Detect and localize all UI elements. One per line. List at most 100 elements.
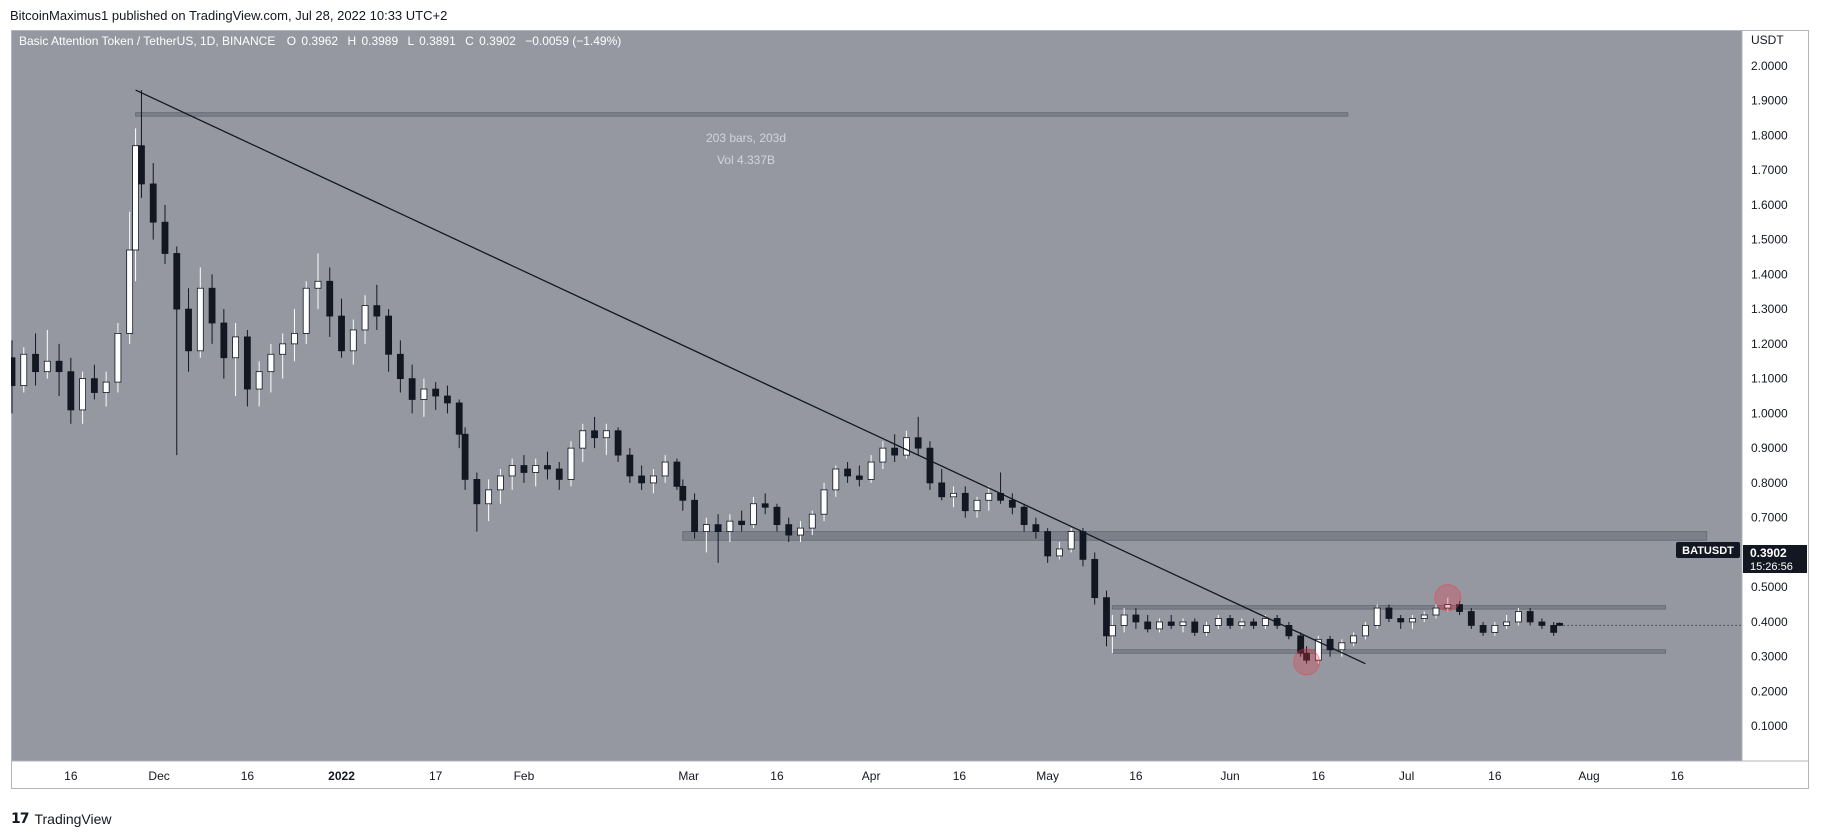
time-tick-label: 16 xyxy=(64,769,78,783)
candle-body xyxy=(1056,548,1063,557)
low-marker[interactable] xyxy=(1293,648,1321,676)
candle xyxy=(555,462,563,490)
price-axis-area[interactable] xyxy=(1742,31,1808,761)
price-tick-label: 1.1000 xyxy=(1751,372,1788,386)
candle xyxy=(579,423,587,463)
candle-body xyxy=(138,145,145,185)
candle-body xyxy=(43,360,51,373)
last-price-value: 0.3902 xyxy=(1750,546,1787,560)
price-tick-label: 0.2000 xyxy=(1751,684,1788,698)
legend-c-value: 0.3902 xyxy=(479,34,516,48)
candle-body xyxy=(1550,625,1558,633)
price-tick-label: 1.2000 xyxy=(1751,337,1788,351)
candle-body xyxy=(497,475,504,491)
candle xyxy=(114,323,122,393)
symbol-price-tag[interactable]: BATUSDT 0.3902 15:26:56 xyxy=(1676,542,1807,573)
candle-body xyxy=(626,454,634,477)
candle-body xyxy=(90,378,98,393)
candle xyxy=(950,486,957,508)
price-axis-currency: USDT xyxy=(1751,33,1784,47)
candle xyxy=(702,517,710,553)
candle-body xyxy=(1326,638,1334,651)
candle xyxy=(773,503,781,532)
symbol-tag-bg xyxy=(1676,542,1740,558)
time-tick-label: Aug xyxy=(1578,769,1599,783)
candle-body xyxy=(11,357,16,386)
candle xyxy=(1503,615,1511,629)
candle-body xyxy=(373,305,381,317)
candle xyxy=(1120,608,1128,633)
candle xyxy=(820,482,828,522)
candle-body xyxy=(761,503,769,508)
price-tick-label: 1.7000 xyxy=(1751,163,1788,177)
candle xyxy=(255,361,263,407)
candle xyxy=(349,319,357,365)
candle-body xyxy=(32,353,39,373)
candle-body xyxy=(1385,607,1393,619)
candle-body xyxy=(867,461,875,480)
range-low-zone[interactable] xyxy=(1111,649,1667,654)
tradingview-footer: 17 TradingView xyxy=(11,808,112,830)
candle-body xyxy=(738,520,746,526)
candle xyxy=(55,343,63,396)
mid-zone[interactable] xyxy=(682,531,1708,541)
candle xyxy=(714,514,722,563)
candle-body xyxy=(508,465,516,477)
price-tick-label: 0.1000 xyxy=(1751,719,1788,733)
candle xyxy=(673,458,681,490)
candle-body xyxy=(726,520,734,532)
candle xyxy=(1456,601,1463,615)
candle-body xyxy=(79,378,87,411)
candle xyxy=(903,430,910,459)
candle xyxy=(373,284,381,330)
legend-o-value: 0.3962 xyxy=(301,34,338,48)
candle-body xyxy=(1444,604,1452,609)
time-tick-label: Feb xyxy=(514,769,535,783)
candle-body xyxy=(808,513,816,529)
descending-trendline[interactable] xyxy=(135,89,1366,665)
candle-body xyxy=(1350,635,1358,644)
bar-countdown: 15:26:56 xyxy=(1750,561,1793,573)
time-tick-label: 16 xyxy=(1488,769,1502,783)
candle-body xyxy=(255,371,263,390)
candle-body xyxy=(1503,621,1511,626)
top-zone[interactable] xyxy=(135,112,1349,117)
candle-body xyxy=(1214,618,1222,626)
candle xyxy=(497,469,504,504)
candle xyxy=(844,462,851,483)
candle-body xyxy=(338,315,345,352)
candle xyxy=(461,427,469,490)
candle-body xyxy=(855,475,863,480)
high-marker[interactable] xyxy=(1434,584,1462,612)
candle xyxy=(638,465,646,490)
publisher-text: BitcoinMaximus1 published on TradingView… xyxy=(10,8,448,23)
candle-body xyxy=(1432,607,1440,616)
price-axis[interactable]: 0.10000.20000.30000.40000.50000.60000.70… xyxy=(1751,59,1788,733)
time-axis[interactable]: 16 Dec 16 2022 17 Feb Mar 16 Apr 16 May 16 Jun 16 Jul 1… xyxy=(64,769,1684,783)
candle xyxy=(1303,646,1310,664)
candle-body xyxy=(891,447,899,456)
candle-body xyxy=(649,475,657,484)
candle-body xyxy=(914,437,922,449)
candle-body xyxy=(132,145,139,251)
symbol-tag-text: BATUSDT xyxy=(1682,545,1734,557)
candle-body xyxy=(1191,621,1199,633)
candle xyxy=(385,309,392,372)
candle-body xyxy=(773,506,781,526)
candle-body xyxy=(455,402,463,435)
candle-body xyxy=(1132,614,1140,623)
candle-body xyxy=(750,503,757,526)
candle xyxy=(1285,621,1293,640)
candlestick-chart[interactable]: 0.10000.20000.30000.40000.50000.60000.70… xyxy=(11,30,1809,789)
candle-body xyxy=(1261,618,1269,626)
candle-body xyxy=(396,353,404,380)
plot-area[interactable] xyxy=(12,31,1742,761)
candle-body xyxy=(1285,625,1293,637)
candle-body xyxy=(879,447,887,463)
candle-body xyxy=(1226,618,1234,626)
candle xyxy=(626,448,634,483)
candle xyxy=(1056,542,1063,560)
candle-body xyxy=(544,465,551,470)
candle xyxy=(661,455,669,483)
candle xyxy=(738,510,746,532)
